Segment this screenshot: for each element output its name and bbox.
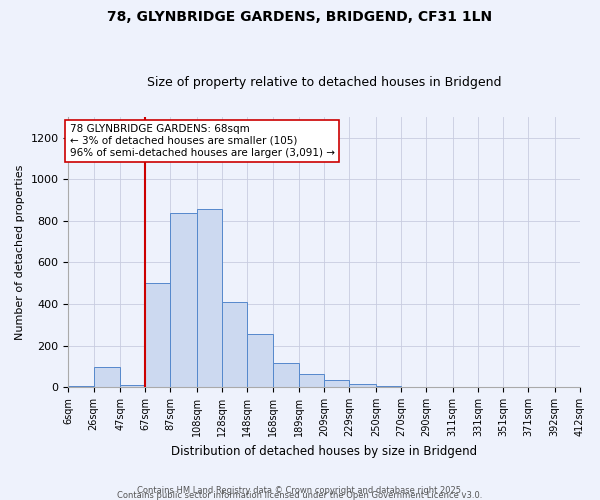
Title: Size of property relative to detached houses in Bridgend: Size of property relative to detached ho… xyxy=(147,76,502,90)
Bar xyxy=(145,283,170,387)
Bar xyxy=(349,384,376,387)
Text: Contains HM Land Registry data © Crown copyright and database right 2025.: Contains HM Land Registry data © Crown c… xyxy=(137,486,463,495)
Bar xyxy=(68,386,94,387)
Text: Contains public sector information licensed under the Open Government Licence v3: Contains public sector information licen… xyxy=(118,490,482,500)
Bar xyxy=(170,212,197,387)
Bar xyxy=(197,210,222,387)
Bar xyxy=(247,334,272,387)
Bar xyxy=(299,374,324,387)
Bar xyxy=(324,380,349,387)
Bar xyxy=(94,368,120,387)
Y-axis label: Number of detached properties: Number of detached properties xyxy=(15,164,25,340)
Bar xyxy=(222,302,247,387)
Bar xyxy=(376,386,401,387)
Bar xyxy=(272,363,299,387)
Text: 78 GLYNBRIDGE GARDENS: 68sqm
← 3% of detached houses are smaller (105)
96% of se: 78 GLYNBRIDGE GARDENS: 68sqm ← 3% of det… xyxy=(70,124,335,158)
X-axis label: Distribution of detached houses by size in Bridgend: Distribution of detached houses by size … xyxy=(171,444,477,458)
Bar xyxy=(120,385,145,387)
Text: 78, GLYNBRIDGE GARDENS, BRIDGEND, CF31 1LN: 78, GLYNBRIDGE GARDENS, BRIDGEND, CF31 1… xyxy=(107,10,493,24)
